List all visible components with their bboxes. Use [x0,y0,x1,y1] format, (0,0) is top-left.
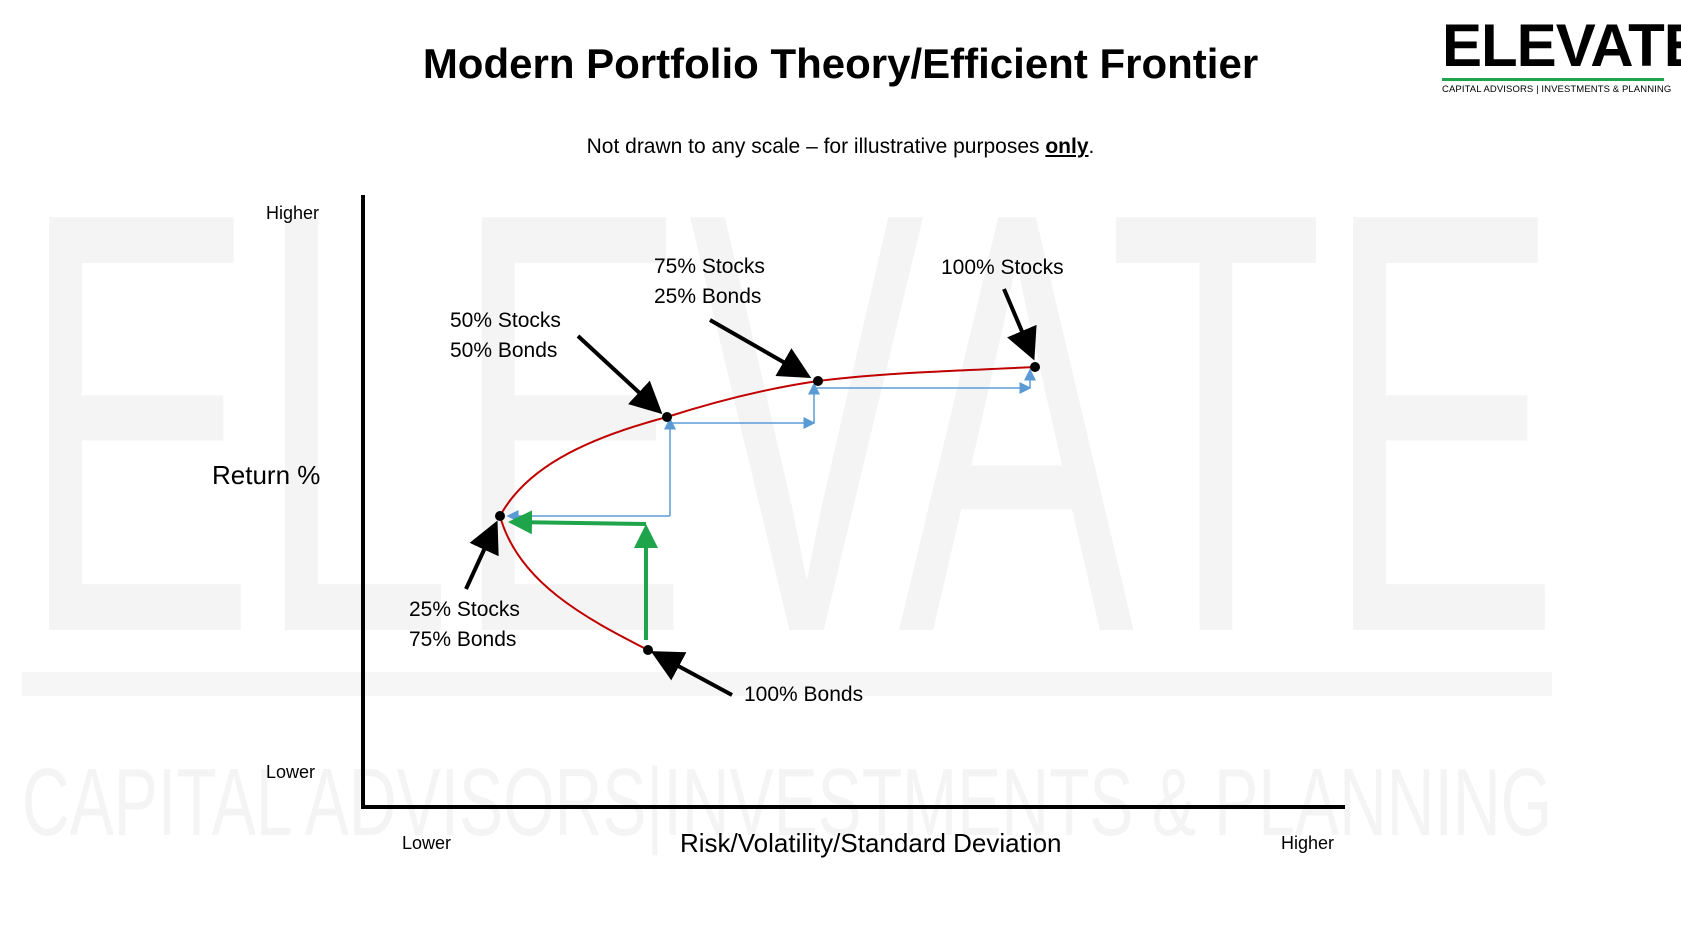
pointer-arrow-100-stocks [1002,288,1037,361]
logo-wordmark: ELEVATE [1442,12,1681,79]
pointer-arrow-25-stocks [464,520,499,590]
y-axis-high-label: Higher [266,203,320,223]
label-50-stocks: 50% Stocks 50% Bonds [450,306,561,366]
highlight-arrow-left [508,510,647,535]
logo: ELEVATE CAPITAL ADVISORS | INVESTMENTS &… [1442,12,1681,95]
label-line: 50% Stocks [450,309,561,332]
x-axis-high-label: Higher [1281,833,1335,853]
page-title: Modern Portfolio Theory/Efficient Fronti… [422,40,1259,87]
point-100-bonds [643,645,653,655]
label-line: 75% Stocks [654,255,765,278]
subtitle-text: Not drawn to any scale – for illustrativ… [586,135,1046,158]
pointer-arrow-75-stocks [709,318,812,378]
subtitle-emphasis: only [1045,135,1089,158]
label-line: 25% Bonds [654,285,762,308]
efficient-frontier-curve [498,366,1036,651]
point-25-stocks [495,511,505,521]
pointer-arrow-100-bonds [650,651,733,697]
label-line: 100% Bonds [744,683,864,706]
label-line: 25% Stocks [409,598,520,621]
label-line: 100% Stocks [941,256,1064,279]
point-100-stocks [1030,362,1040,372]
label-25-stocks: 25% Stocks 75% Bonds [409,595,520,655]
watermark-rule [22,672,1552,696]
label-100-bonds: 100% Bonds [744,680,863,710]
label-100-stocks: 100% Stocks [941,253,1064,283]
point-50-stocks [662,412,672,422]
label-75-stocks: 75% Stocks 25% Bonds [654,252,765,312]
x-axis-title: Risk/Volatility/Standard Deviation [680,828,1062,858]
logo-rule [1442,78,1664,81]
subtitle: Not drawn to any scale – for illustrativ… [0,135,1681,159]
label-line: 50% Bonds [450,339,558,362]
pointer-arrow-50-stocks [576,334,663,415]
point-75-stocks [813,376,823,386]
subtitle-end: . [1088,135,1095,158]
y-axis-title: Return % [212,460,321,490]
label-line: 75% Bonds [409,628,517,651]
logo-tagline: CAPITAL ADVISORS | INVESTMENTS & PLANNIN… [1442,84,1672,95]
x-axis-low-label: Lower [402,833,452,853]
watermark-tagline: CAPITAL ADVISORS|INVESTMENTS & PLANNING [22,749,1552,856]
y-axis-low-label: Lower [266,762,316,782]
